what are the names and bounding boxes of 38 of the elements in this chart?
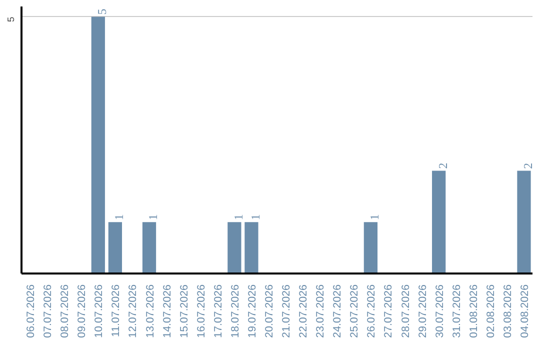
x-tick-label: 16.07.2026 <box>195 284 208 338</box>
x-tick-label: 02.08.2026 <box>484 284 497 338</box>
x-tick-label: 10.07.2026 <box>93 284 106 338</box>
x-tick-label: 27.07.2026 <box>382 284 395 338</box>
x-tick-label: 22.07.2026 <box>298 284 310 338</box>
x-tick-label: 06.07.2026 <box>25 284 38 338</box>
data-label: 1 <box>146 214 160 220</box>
data-label: 2 <box>520 162 535 169</box>
x-tick-label: 30.07.2026 <box>434 284 446 338</box>
x-tick-label: 08.07.2026 <box>59 284 72 338</box>
x-tick-label: 23.07.2026 <box>314 284 327 338</box>
x-tick-label: 28.07.2026 <box>400 284 412 338</box>
data-label: 1 <box>368 214 382 220</box>
x-tick-label: 11.07.2026 <box>110 284 122 338</box>
data-label: 2 <box>436 162 450 169</box>
x-tick-label: 15.07.2026 <box>178 284 190 338</box>
x-tick-label: 29.07.2026 <box>416 284 429 338</box>
x-tick-label: 03.08.2026 <box>502 284 514 338</box>
x-tick-label: 12.07.2026 <box>127 284 140 338</box>
x-tick-label: 14.07.2026 <box>161 284 174 338</box>
x-tick-label: 17.07.2026 <box>212 284 224 338</box>
x-tick-label: 31.07.2026 <box>450 284 463 338</box>
x-tick-label: 19.07.2026 <box>246 284 258 338</box>
x-tick-label: 04.08.2026 <box>518 284 531 338</box>
x-tick-label: 20.07.2026 <box>263 284 276 338</box>
data-label: 1 <box>231 214 246 220</box>
x-tick-label: 01.08.2026 <box>468 284 480 338</box>
x-tick-label: 21.07.2026 <box>280 284 293 338</box>
x-tick-label: 07.07.2026 <box>42 284 54 338</box>
x-tick-label: 09.07.2026 <box>76 284 88 338</box>
data-label: 1 <box>112 214 126 220</box>
data-label: 5 <box>95 8 110 15</box>
x-tick-label: 26.07.2026 <box>366 284 378 338</box>
x-tick-label: 25.07.2026 <box>348 284 361 338</box>
data-label: 1 <box>248 214 262 220</box>
x-tick-label: 24.07.2026 <box>332 284 344 338</box>
x-tick-label: 18.07.2026 <box>229 284 242 338</box>
x-tick-label: 13.07.2026 <box>144 284 156 338</box>
